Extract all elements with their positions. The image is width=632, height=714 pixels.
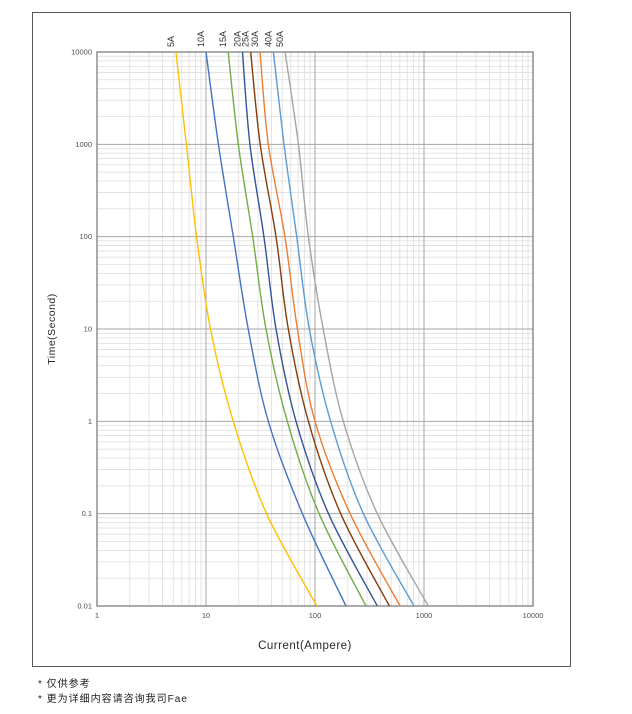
y-tick-0.1: 0.1 <box>82 509 92 518</box>
y-tick-100: 100 <box>79 232 92 241</box>
x-tick-100: 100 <box>309 611 322 620</box>
x-tick-10000: 10000 <box>523 611 544 620</box>
curve-5A <box>175 51 318 607</box>
footnote-reference-only: * 仅供参考 <box>38 679 91 690</box>
curve-label-10A: 10A <box>196 31 206 47</box>
y-tick-10000: 10000 <box>71 48 92 57</box>
curve-20A <box>241 51 378 607</box>
curve-15A <box>227 51 367 607</box>
y-tick-1: 1 <box>88 417 92 426</box>
curve-label-5A: 5A <box>166 36 176 47</box>
curve-25A <box>250 51 391 607</box>
curve-10A <box>205 51 347 607</box>
x-tick-1000: 1000 <box>416 611 433 620</box>
footnote-contact-fae: * 更为详细内容请咨询我司Fae <box>38 693 188 705</box>
curve-label-40A: 40A <box>263 31 273 47</box>
curve-30A <box>259 51 401 607</box>
plot-area-border <box>96 51 534 607</box>
fuse-curves <box>175 51 429 607</box>
y-tick-0.01: 0.01 <box>77 602 92 611</box>
curve-label-25A: 25A <box>241 31 251 47</box>
footnotes: * 仅供参考 * 更为详细内容请咨询我司Fae <box>38 678 188 707</box>
curve-label-50A: 50A <box>275 31 285 47</box>
figure-border <box>32 12 571 667</box>
y-axis-title: Time(Second) <box>46 293 58 365</box>
x-tick-1: 1 <box>95 611 99 620</box>
curve-label-30A: 30A <box>250 31 260 47</box>
curve-label-15A: 15A <box>218 31 228 47</box>
curve-50A <box>284 51 429 607</box>
y-tick-1000: 1000 <box>75 140 92 149</box>
x-tick-10: 10 <box>202 611 210 620</box>
curve-40A <box>272 51 415 607</box>
curve-label-20A: 20A <box>233 31 243 47</box>
x-axis-title: Current(Ampere) <box>258 640 352 652</box>
y-tick-10: 10 <box>84 325 92 334</box>
